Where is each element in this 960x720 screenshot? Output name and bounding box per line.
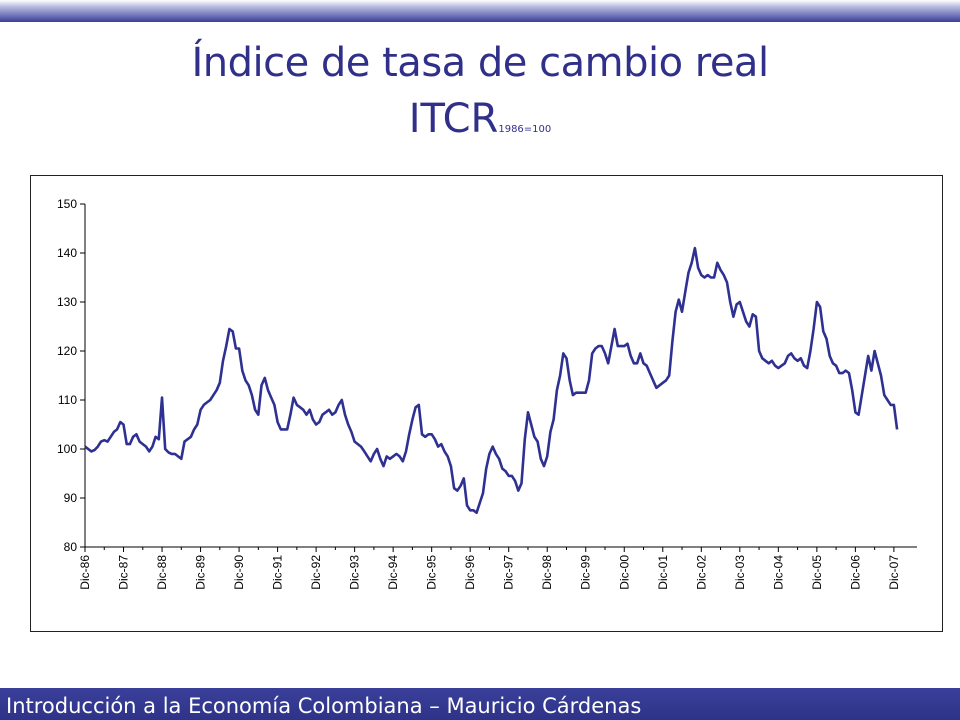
x-tick-label: Dic-95 xyxy=(425,555,439,590)
x-tick-label: Dic-88 xyxy=(155,555,169,590)
page-subtitle: ITCR1986=100 xyxy=(0,96,960,142)
y-tick-label: 130 xyxy=(57,295,77,309)
x-tick-label: Dic-00 xyxy=(617,555,631,590)
x-tick-label: Dic-04 xyxy=(771,555,785,590)
y-tick-label: 100 xyxy=(57,442,77,456)
subtitle-main: ITCR xyxy=(408,96,499,142)
x-tick-label: Dic-92 xyxy=(309,555,323,590)
line-chart: 80 90 100 110 120 130 140 150 Dic-86 Dic-87 Dic-88… xyxy=(57,197,917,590)
x-tick-label: Dic-89 xyxy=(194,555,208,590)
x-tick-label: Dic-98 xyxy=(540,555,554,590)
x-tick-label: Dic-86 xyxy=(78,555,92,590)
x-tick-label: Dic-07 xyxy=(887,555,901,590)
x-tick-label: Dic-97 xyxy=(502,555,516,590)
footer-bar: Introducción a la Economía Colombiana – … xyxy=(0,688,960,720)
chart-frame: 80 90 100 110 120 130 140 150 Dic-86 Dic-87 Dic-88… xyxy=(30,175,943,632)
x-tick-label: Dic-03 xyxy=(733,555,747,590)
x-tick-label: Dic-91 xyxy=(271,555,285,590)
x-tick-label: Dic-05 xyxy=(810,555,824,590)
y-tick-label: 140 xyxy=(57,246,77,260)
y-tick-label: 110 xyxy=(58,393,77,407)
x-tick-label: Dic-87 xyxy=(117,555,131,590)
subtitle-base: 1986=100 xyxy=(498,124,552,135)
x-tick-label: Dic-90 xyxy=(232,555,246,590)
x-tick-label: Dic-96 xyxy=(463,555,477,590)
x-tick-label: Dic-02 xyxy=(694,555,708,590)
series-line-itcr xyxy=(84,246,899,515)
x-tick-label: Dic-99 xyxy=(579,555,593,590)
x-tick-label: Dic-94 xyxy=(386,555,400,590)
x-tick-label: Dic-06 xyxy=(848,555,862,590)
footer-text: Introducción a la Economía Colombiana – … xyxy=(6,694,642,718)
y-tick-label: 120 xyxy=(57,344,77,358)
page-title: Índice de tasa de cambio real xyxy=(191,40,769,86)
y-tick-label: 80 xyxy=(64,540,78,554)
x-tick-label: Dic-93 xyxy=(348,555,362,590)
x-tick-label: Dic-01 xyxy=(656,555,670,590)
top-decor-bar xyxy=(0,0,960,22)
y-tick-label: 90 xyxy=(64,491,78,505)
y-tick-label: 150 xyxy=(57,197,77,211)
